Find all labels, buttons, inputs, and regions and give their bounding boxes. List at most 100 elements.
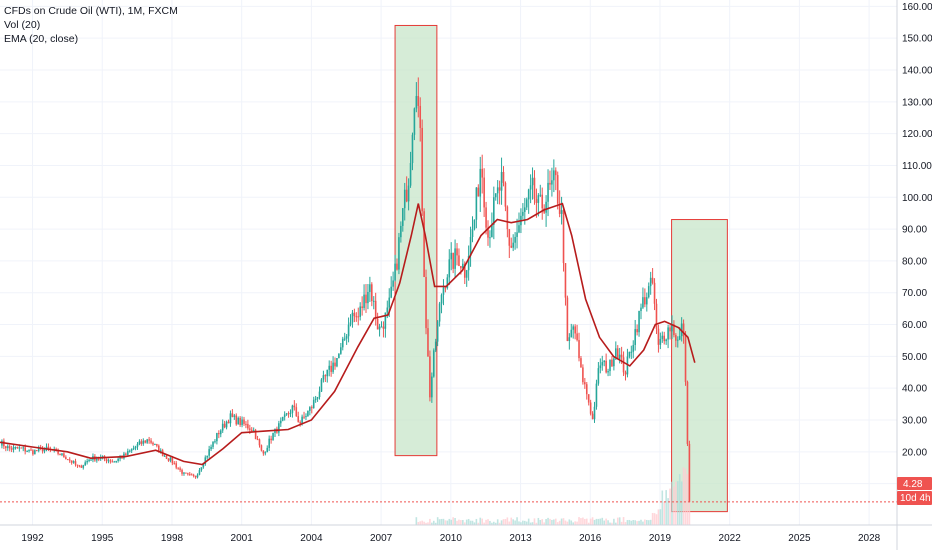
candle-299	[578, 332, 580, 362]
candle-81	[156, 443, 158, 448]
candle-303	[585, 382, 588, 400]
candle-350	[676, 336, 679, 348]
candle-308	[595, 379, 598, 410]
candle-60	[115, 460, 117, 464]
volume-bar-271	[523, 520, 526, 525]
candle-170	[328, 360, 331, 377]
candle-213	[411, 132, 414, 171]
candle-76	[146, 438, 148, 444]
candle-122	[235, 413, 238, 426]
candle-124	[239, 416, 241, 427]
candle-317	[613, 356, 615, 371]
candle-284	[549, 170, 551, 191]
candle-108	[208, 445, 210, 459]
candle-111	[214, 439, 216, 444]
x-tick-label-0: 1992	[21, 533, 44, 544]
candle-117	[225, 420, 228, 430]
candle-206	[398, 232, 400, 275]
candle-35	[66, 459, 69, 461]
candle-155	[299, 420, 301, 427]
candle-340	[657, 324, 660, 353]
candle-212	[409, 151, 412, 188]
volume-bar-244	[471, 520, 474, 525]
candle-265	[512, 234, 514, 252]
candle-158	[305, 413, 307, 421]
candle-88	[169, 457, 172, 463]
candle-344	[665, 338, 667, 345]
volume-bar-256	[494, 522, 497, 525]
candle-276	[533, 170, 536, 205]
candle-159	[307, 410, 309, 417]
volume-bar-333	[644, 519, 646, 525]
candle-99	[190, 473, 193, 476]
candle-193	[372, 296, 375, 310]
candle-101	[194, 475, 197, 479]
volume-bar-268	[518, 521, 520, 525]
candle-42	[80, 464, 83, 468]
volume-bar-270	[522, 520, 524, 525]
volume-bar-261	[504, 519, 507, 525]
highlight-boxes	[394, 24, 728, 513]
volume-bar-266	[514, 520, 516, 525]
volume-bar-318	[615, 522, 617, 525]
candle-19	[35, 449, 38, 452]
volume-bar-282	[545, 519, 547, 525]
volume-bar-322	[622, 517, 625, 525]
candle-290	[560, 196, 563, 225]
volume-bar-265	[512, 519, 514, 525]
candle-217	[419, 97, 422, 142]
candle-356	[688, 440, 691, 503]
x-tick-label-7: 2013	[509, 533, 532, 544]
candle-55	[105, 458, 108, 464]
candle-16	[30, 447, 32, 451]
symbol-title[interactable]: CFDs on Crude Oil (WTI), 1M, FXCM	[4, 5, 178, 17]
candle-106	[204, 455, 207, 466]
candle-78	[150, 438, 152, 445]
volume-bar-283	[547, 517, 549, 525]
volume-bar-277	[535, 522, 538, 525]
candle-255	[493, 186, 495, 240]
x-tick-label-5: 2007	[370, 533, 393, 544]
volume-bar-309	[597, 518, 600, 525]
candle-334	[646, 292, 648, 312]
candle-209	[403, 182, 406, 221]
y-tick-label-1: 150.00	[902, 34, 932, 45]
volume-bar-264	[510, 517, 513, 525]
candle-180	[347, 317, 350, 343]
candle-294	[568, 333, 571, 350]
candle-310	[599, 358, 602, 374]
candle-216	[417, 77, 420, 118]
candle-210	[405, 176, 408, 203]
candle-286	[553, 159, 555, 193]
candle-71	[136, 442, 139, 450]
candle-8	[14, 446, 17, 450]
candle-113	[218, 430, 220, 439]
candle-258	[498, 180, 501, 205]
volume-bar-347	[671, 481, 673, 525]
candle-69	[132, 445, 135, 451]
candle-44	[84, 460, 87, 466]
highlight-box-1[interactable]	[671, 219, 728, 513]
candle-57	[109, 459, 112, 464]
candle-249	[481, 154, 483, 194]
candle-153	[295, 403, 298, 417]
candle-150	[289, 409, 292, 418]
candle-274	[529, 174, 532, 204]
candle-163	[314, 395, 317, 403]
volume-bar-257	[496, 519, 499, 525]
volume-bar-343	[663, 502, 666, 525]
volume-indicator-label[interactable]: Vol (20)	[4, 19, 41, 31]
volume-bar-350	[676, 481, 679, 525]
volume-bar-285	[551, 519, 553, 525]
candle-293	[566, 295, 569, 342]
volume-bar-246	[475, 518, 478, 525]
candle-218	[421, 119, 423, 216]
candle-91	[175, 461, 178, 470]
volume-bar-311	[601, 517, 604, 525]
candle-20	[37, 445, 40, 453]
volume-bar-314	[607, 520, 609, 525]
candle-236	[456, 243, 458, 266]
ema-indicator-label[interactable]: EMA (20, close)	[4, 33, 79, 45]
volume-bar-227	[438, 519, 441, 525]
